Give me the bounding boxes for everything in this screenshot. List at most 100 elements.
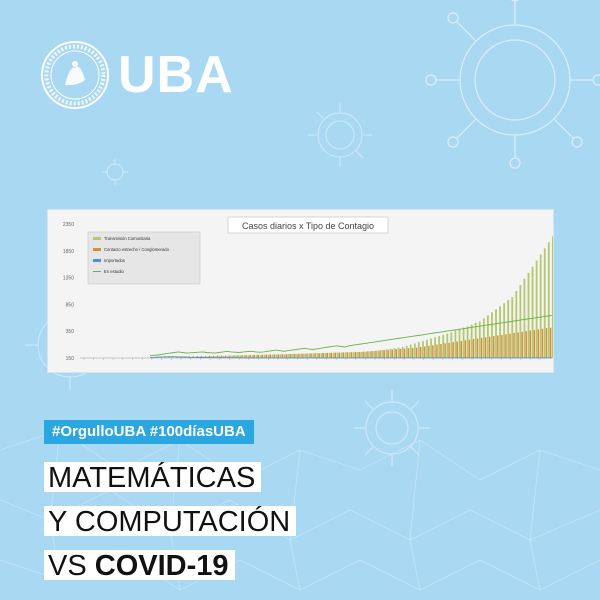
bar-contacto (513, 333, 515, 358)
bar-comunitaria (340, 352, 343, 358)
bar-contacto (273, 354, 276, 358)
bar-contacto (269, 354, 272, 358)
bar-comunitaria (527, 272, 530, 358)
bar-comunitaria (267, 354, 270, 358)
bar-comunitaria (438, 336, 441, 358)
bar-comunitaria (397, 347, 400, 358)
bar-contacto (176, 356, 178, 358)
bar-comunitaria (474, 322, 477, 358)
bar-comunitaria (515, 291, 518, 358)
bar-contacto (277, 354, 280, 358)
virus-icon-medium (308, 103, 372, 167)
bar-comunitaria (255, 355, 258, 358)
bar-contacto (383, 350, 385, 358)
chart-card: 2350 1850 1350 850 350 150 Casos diarios x Ti… (48, 210, 553, 372)
bar-contacto (306, 353, 308, 358)
bar-contacto (172, 357, 174, 358)
bar-comunitaria (239, 355, 242, 358)
bar-comunitaria (389, 348, 392, 358)
bar-contacto (521, 331, 523, 358)
bar-comunitaria (182, 357, 185, 358)
bar-comunitaria (446, 333, 449, 358)
bar-comunitaria (393, 348, 396, 358)
bar-contacto (391, 349, 393, 358)
bar-contacto (168, 357, 170, 358)
bar-contacto (286, 354, 288, 358)
bar-contacto (367, 351, 369, 358)
legend-swatch (93, 259, 101, 262)
bar-comunitaria (316, 353, 319, 358)
bar-contacto (395, 349, 398, 358)
bar-comunitaria (332, 352, 335, 358)
y-tick-label: 1350 (63, 276, 74, 282)
bar-contacto (399, 348, 402, 358)
bar-contacto (350, 352, 353, 358)
bar-contacto (245, 354, 247, 358)
bar-contacto (249, 354, 251, 358)
bar-contacto (537, 329, 540, 358)
bar-contacto (379, 350, 381, 358)
legend-entry: Contacto estrecho / Conglomerado (104, 247, 170, 252)
bar-comunitaria (178, 357, 181, 358)
bar-contacto (290, 353, 292, 358)
bar-contacto (375, 350, 377, 358)
bar-comunitaria (300, 353, 303, 358)
legend-entry: En estudio (104, 269, 124, 274)
line-importados (149, 356, 552, 359)
y-tick-label: 2350 (63, 222, 74, 228)
bar-comunitaria (458, 328, 461, 358)
bar-contacto (221, 355, 223, 358)
bar-contacto (419, 347, 422, 358)
bar-contacto (440, 343, 442, 358)
bar-comunitaria (312, 353, 315, 358)
bar-contacto (302, 353, 304, 358)
bar-comunitaria (275, 354, 278, 358)
bar-contacto (403, 348, 406, 358)
bar-comunitaria (495, 309, 497, 358)
bar-comunitaria (231, 355, 234, 358)
bar-comunitaria (507, 300, 510, 358)
bar-contacto (237, 355, 239, 358)
bar-comunitaria (413, 343, 416, 358)
bar-contacto (225, 355, 227, 358)
bar-comunitaria (304, 353, 307, 358)
bar-contacto (387, 349, 389, 358)
bar-comunitaria (324, 353, 327, 358)
bar-contacto (525, 331, 527, 358)
lines (149, 314, 552, 359)
bar-comunitaria (377, 350, 380, 358)
bar-contacto (310, 353, 312, 358)
bar-comunitaria (417, 342, 420, 358)
bar-contacto (371, 350, 373, 358)
bar-contacto (200, 356, 203, 358)
bar-contacto (363, 351, 365, 358)
bar-comunitaria (214, 356, 217, 358)
bar-contacto (229, 355, 231, 358)
bar-comunitaria (430, 338, 432, 358)
bar-contacto (294, 353, 296, 358)
bar-contacto (415, 347, 418, 358)
bar-contacto (359, 351, 361, 358)
bar-contacto (212, 355, 215, 358)
bar-comunitaria (442, 334, 445, 358)
bar-contacto (164, 357, 166, 358)
bar-contacto (338, 352, 341, 358)
bar-contacto (472, 339, 475, 358)
bar-comunitaria (519, 284, 522, 358)
bar-contacto (342, 352, 345, 358)
chart-title: Casos diarios x Tipo de Contagio (242, 221, 374, 231)
headline-prefix: VS (48, 550, 95, 582)
bar-comunitaria (353, 352, 355, 358)
bar-comunitaria (271, 354, 274, 358)
bar-contacto (298, 353, 300, 358)
bar-comunitaria (219, 356, 221, 358)
bar-contacto (448, 342, 450, 358)
bar-comunitaria (503, 303, 506, 358)
bar-comunitaria (227, 355, 229, 358)
bar-comunitaria (470, 324, 473, 358)
bar-comunitaria (482, 318, 485, 358)
bar-contacto (549, 327, 552, 358)
bar-comunitaria (454, 330, 457, 358)
bar-comunitaria (499, 306, 501, 358)
bar-contacto (432, 345, 434, 358)
